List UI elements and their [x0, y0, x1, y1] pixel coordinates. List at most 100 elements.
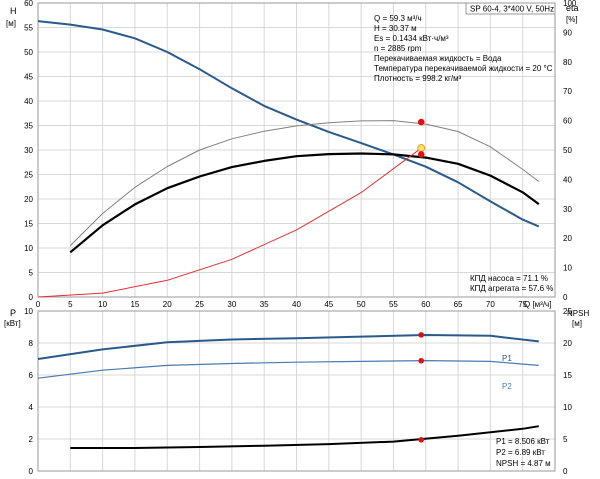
bottom-y-left-tick-label: 0: [29, 467, 34, 474]
top-y-right-tick-label: 20: [563, 234, 572, 243]
top-y-left-tick-label: 20: [24, 195, 33, 204]
h-axis-unit: [м]: [6, 19, 16, 28]
top-x-tick-label: 15: [130, 300, 139, 309]
duty-point-marker: [418, 437, 425, 443]
p1-curve: [37, 334, 539, 360]
bottom-y-right-tick-label: 0: [563, 467, 568, 474]
title-box: [465, 2, 556, 15]
top-x-tick-label: 20: [163, 300, 172, 309]
bottom-y-right-tick-label: 25: [563, 307, 572, 316]
top-y-left-tick-label: 35: [24, 122, 33, 131]
duty-point-marker: [417, 118, 425, 126]
top-y-ticks-right: 0 10 20 30 40 50 60 70 80 90 100: [563, 0, 577, 302]
unit-efficiency-label: КПД агрегата = 57.6 %: [470, 284, 553, 293]
top-x-tick-label: 55: [389, 300, 398, 309]
info-line-h: H = 30.37 м: [374, 24, 417, 33]
p-axis-unit: [кВт]: [4, 319, 21, 328]
top-y-right-tick-label: 10: [563, 264, 572, 273]
top-x-tick-label: 75: [518, 300, 527, 309]
pump-efficiency-label: КПД насоса = 71.1 %: [470, 274, 548, 283]
npsh-axis-unit: [м]: [572, 319, 582, 328]
top-y-left-tick-label: 30: [24, 146, 33, 155]
info-line-liquid: Перекачиваемая жидкость = Вода: [374, 54, 502, 63]
top-y-right-tick-label: 80: [563, 58, 572, 67]
top-x-ticks: 0 5 10 15 20 25 30 35 40 45 50 55 60 65 70 75: [36, 300, 528, 309]
top-y-left-tick-label: 55: [24, 24, 33, 33]
top-x-tick-label: 30: [227, 300, 236, 309]
top-y-left-tick-label: 45: [24, 73, 33, 82]
info-line-q: Q = 59.3 м³/ч: [374, 14, 422, 23]
top-plot-frame: [37, 2, 556, 298]
top-x-tick-label: 35: [260, 300, 269, 309]
top-y-left-tick-label: 5: [29, 269, 34, 278]
top-x-tick-label: 50: [357, 300, 366, 309]
top-series: [37, 20, 540, 298]
top-x-tick-label: 60: [421, 300, 430, 309]
readout-p1: P1 = 8.506 кВт: [496, 437, 550, 446]
top-y-left-tick-label: 0: [29, 293, 34, 302]
top-x-tick-label: 25: [195, 300, 204, 309]
duty-point-marker: [417, 144, 426, 153]
info-line-es: Es = 0.1434 кВт·ч/м³: [374, 34, 449, 43]
series-label-p1: P1: [502, 354, 512, 363]
bottom-y-left-tick-label: 10: [24, 307, 33, 316]
bottom-y-right-tick-label: 10: [563, 403, 572, 412]
p2-curve: [37, 360, 539, 379]
bottom-markers: [418, 332, 425, 443]
readout-p2: P2 = 6.89 кВт: [496, 448, 545, 457]
bottom-y-left-tick-label: 4: [29, 403, 34, 412]
top-y-left-tick-label: 25: [24, 171, 33, 180]
info-block: Q = 59.3 м³/ч H = 30.37 м Es = 0.1434 кВ…: [374, 14, 553, 83]
top-y-left-tick-label: 60: [24, 0, 33, 8]
top-y-right-tick-label: 70: [563, 87, 572, 96]
bottom-y-left-tick-label: 6: [29, 371, 34, 380]
top-y-right-tick-label: 60: [563, 117, 572, 126]
info-line-temperature: Температура перекачиваемой жидкости = 20…: [374, 64, 553, 73]
readout-npsh: NPSH = 4.87 м: [496, 459, 551, 468]
duty-point-marker: [418, 332, 425, 338]
p-axis-label: P: [10, 308, 16, 318]
bottom-series: [37, 334, 539, 449]
top-y-left-tick-label: 10: [24, 244, 33, 253]
pump-efficiency-curve: [69, 120, 540, 246]
eta-axis-label: eta: [566, 3, 579, 13]
eta-axis-unit: [%]: [566, 15, 578, 24]
top-y-right-tick-label: 90: [563, 28, 572, 37]
bottom-y-ticks-left: 0 2 4 6 8 10: [24, 307, 34, 476]
top-y-right-tick-label: 50: [563, 146, 572, 155]
bottom-y-right-tick-label: 5: [563, 435, 568, 444]
system-curve: [37, 147, 422, 298]
top-x-tick-label: 45: [324, 300, 333, 309]
bottom-plot-frame: [37, 310, 556, 472]
series-label-p2: P2: [502, 382, 512, 391]
top-y-right-tick-label: 30: [563, 205, 572, 214]
duty-point-marker: [418, 357, 425, 364]
q-axis-label: Q [м³/ч]: [524, 300, 551, 309]
bottom-y-right-tick-label: 15: [563, 371, 572, 380]
npsh-curve: [70, 425, 539, 449]
head-curve: [37, 20, 540, 228]
top-x-tick-label: 10: [98, 300, 107, 309]
top-y-right-tick-label: 0: [563, 293, 568, 302]
bottom-y-left-tick-label: 2: [29, 435, 34, 444]
top-x-tick-label: 40: [292, 300, 301, 309]
top-y-right-tick-label: 40: [563, 175, 572, 184]
top-y-left-tick-label: 40: [24, 97, 33, 106]
h-axis-label: H: [10, 6, 17, 16]
top-x-tick-label: 0: [36, 300, 41, 309]
npsh-axis-label: NPSH: [567, 309, 589, 318]
unit-efficiency-curve: [69, 152, 540, 254]
bottom-y-right-tick-label: 20: [563, 339, 572, 348]
info-line-density: Плотность = 998.2 кг/м³: [374, 74, 462, 83]
top-y-left-tick-label: 50: [24, 48, 33, 57]
info-line-n: n = 2885 rpm: [374, 44, 422, 53]
top-y-right-tick-label: 100: [563, 0, 577, 8]
top-x-tick-label: 70: [486, 300, 495, 309]
top-x-tick-label: 65: [454, 300, 463, 309]
top-markers: [417, 118, 426, 158]
duty-point-marker: [417, 151, 425, 158]
bottom-y-ticks-right: 0 5 10 15 20 25: [563, 307, 572, 476]
bottom-y-left-tick-label: 8: [29, 339, 34, 348]
